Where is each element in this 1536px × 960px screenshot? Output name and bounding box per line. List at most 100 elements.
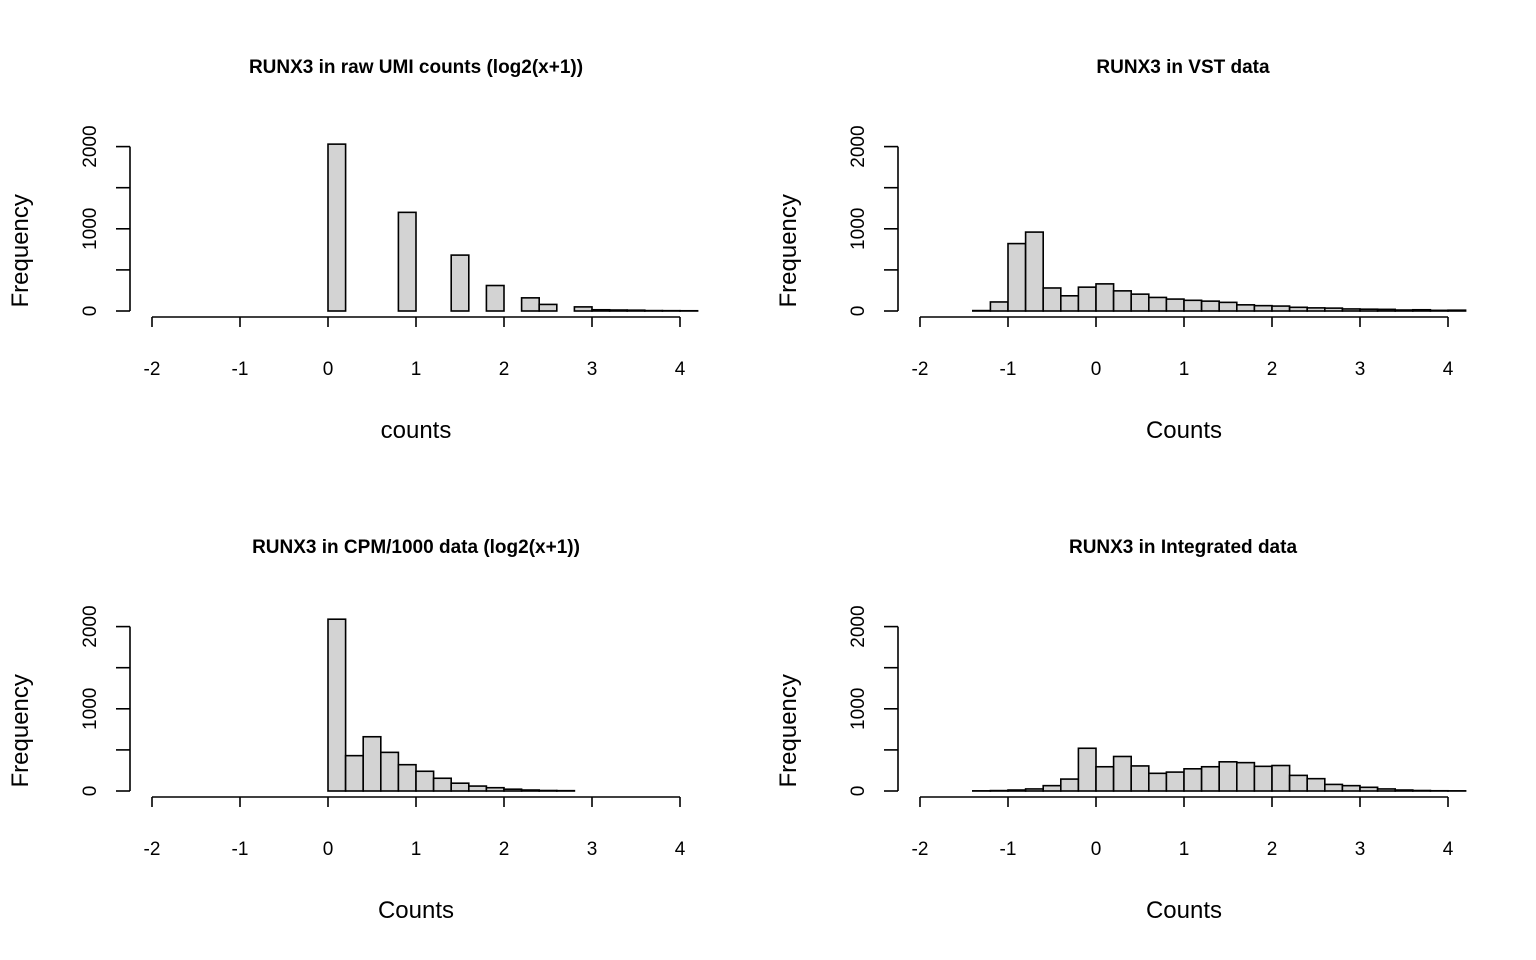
histogram-bar — [1200, 300, 1220, 312]
x-axis-label: Counts — [378, 897, 454, 924]
histogram-bar — [432, 777, 453, 792]
y-tick-label: 2000 — [848, 125, 869, 167]
panel-title: RUNX3 in CPM/1000 data (log2(x+1)) — [252, 537, 580, 558]
histogram-bar — [1324, 307, 1344, 312]
histogram-bar — [379, 751, 400, 792]
histogram-bar — [1095, 283, 1115, 312]
histogram-bar — [538, 303, 558, 312]
histogram-bar — [450, 254, 470, 312]
y-tick-label: 0 — [848, 786, 869, 797]
histogram-panel-4: RUNX3 in Integrated data -2 -1 0 1 2 3 4 Counts 0… — [775, 537, 1467, 924]
y-tick-label: 1000 — [80, 208, 101, 250]
x-tick-label: 1 — [1179, 359, 1190, 380]
x-tick-label: 2 — [499, 359, 510, 380]
histogram-bar — [503, 788, 523, 792]
y-axis-label: Frequency — [775, 674, 802, 787]
x-tick-label: 3 — [1355, 359, 1366, 380]
histogram-bar — [1148, 772, 1168, 792]
x-tick-label: -2 — [144, 359, 161, 380]
x-tick-label: -1 — [1000, 839, 1017, 860]
x-tick-label: 4 — [1443, 839, 1454, 860]
histogram-bar — [1341, 308, 1361, 312]
histogram-bar — [1024, 788, 1044, 792]
x-tick-label: 4 — [675, 839, 686, 860]
histogram-bar — [1306, 777, 1326, 792]
x-tick-label: -1 — [232, 839, 249, 860]
x-tick-label: 2 — [499, 839, 510, 860]
histogram-bar — [1165, 298, 1185, 312]
x-axis-label: Counts — [1146, 897, 1222, 924]
histogram-bar — [1253, 765, 1273, 792]
x-tick-label: 1 — [411, 839, 422, 860]
y-tick-label: 1000 — [80, 688, 101, 730]
histogram-panel-2: RUNX3 in VST data -2 -1 0 1 2 3 4 Counts 0 1000 200… — [775, 57, 1467, 444]
histogram-bar — [1165, 771, 1185, 792]
x-axis-label: counts — [381, 417, 452, 444]
x-tick-label: 0 — [1091, 839, 1102, 860]
histogram-bar — [1306, 307, 1326, 312]
histogram-bar — [1271, 305, 1291, 312]
histogram-bar — [1376, 308, 1396, 312]
histogram-bar — [1218, 301, 1238, 312]
histogram-bar — [485, 284, 505, 312]
histogram-bar — [397, 763, 417, 792]
y-tick-label: 0 — [80, 306, 101, 317]
histogram-bar — [1007, 242, 1027, 312]
histogram-bar — [1236, 304, 1256, 312]
y-tick-label: 2000 — [80, 125, 101, 167]
histogram-bar — [626, 309, 646, 312]
x-tick-label: 3 — [1355, 839, 1366, 860]
y-tick-label: 0 — [80, 786, 101, 797]
histogram-bar — [1218, 761, 1238, 792]
x-tick-label: -2 — [912, 359, 929, 380]
histogram-bar — [520, 789, 540, 792]
histogram-bar — [1376, 788, 1396, 792]
histogram-panel-3: RUNX3 in CPM/1000 data (log2(x+1)) -2 -1 0 1… — [7, 537, 686, 924]
y-axis-label: Frequency — [775, 194, 802, 307]
histogram-bar — [327, 143, 347, 312]
y-axis-label: Frequency — [7, 674, 34, 787]
histogram-bar — [1183, 299, 1203, 312]
histogram-bar — [467, 785, 488, 792]
histogram-bar — [1288, 774, 1308, 792]
histogram-bar — [1447, 309, 1467, 312]
x-tick-label: 1 — [1179, 839, 1190, 860]
histogram-bar — [1077, 747, 1097, 792]
histogram-bar — [1236, 761, 1256, 792]
histogram-bar — [1112, 290, 1132, 312]
histogram-bar — [327, 618, 347, 792]
histogram-bar — [1394, 789, 1414, 792]
histogram-bar — [1042, 784, 1062, 792]
x-tick-label: 3 — [587, 839, 598, 860]
histogram-bar — [450, 782, 470, 792]
histogram-bar — [1183, 768, 1203, 792]
histogram-bar — [485, 786, 505, 792]
histogram-bar — [397, 211, 417, 312]
histogram-panel-1: RUNX3 in raw UMI counts (log2(x+1)) -2 -1 0… — [7, 57, 699, 444]
x-axis-label: Counts — [1146, 417, 1222, 444]
x-tick-label: 0 — [323, 359, 334, 380]
x-tick-label: 2 — [1267, 359, 1278, 380]
histogram-bar — [1042, 287, 1062, 312]
histogram-bar — [1288, 306, 1308, 312]
histogram-bar — [608, 309, 628, 312]
histogram-bar — [1024, 231, 1044, 312]
x-tick-label: -1 — [1000, 359, 1017, 380]
x-tick-label: 3 — [587, 359, 598, 380]
x-tick-label: -2 — [912, 839, 929, 860]
x-tick-label: 0 — [1091, 359, 1102, 380]
x-tick-label: 0 — [323, 839, 334, 860]
x-tick-label: -2 — [144, 839, 161, 860]
panel-title: RUNX3 in Integrated data — [1069, 537, 1297, 558]
histogram-bar — [1060, 294, 1080, 312]
histogram-bar — [1341, 784, 1361, 792]
histogram-bar — [1007, 789, 1027, 792]
histogram-bar — [1095, 765, 1115, 792]
histogram-bar — [1130, 293, 1150, 312]
histogram-bar — [1359, 308, 1379, 312]
x-tick-label: 4 — [1443, 359, 1454, 380]
histogram-bar — [591, 308, 611, 312]
histogram-bar — [1200, 765, 1220, 792]
y-tick-label: 1000 — [848, 688, 869, 730]
